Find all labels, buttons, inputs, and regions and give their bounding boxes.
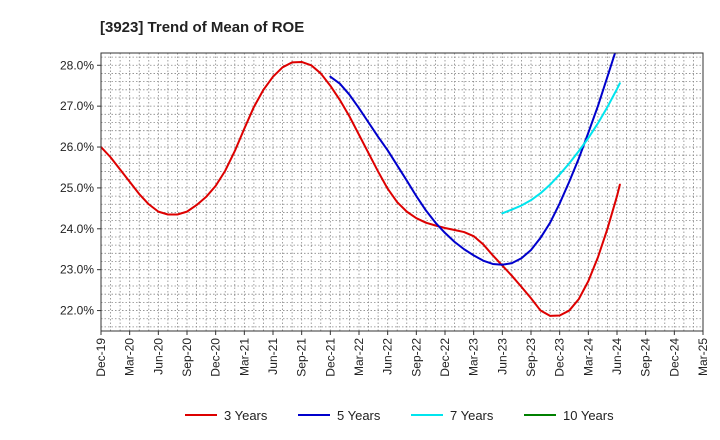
- x-tick-label: Sep-20: [180, 338, 194, 377]
- legend: 3 Years 5 Years 7 Years 10 Years: [185, 408, 614, 423]
- legend-label: 5 Years: [337, 408, 381, 423]
- chart-title: [3923] Trend of Mean of ROE: [100, 19, 304, 36]
- x-tick-label: Sep-23: [524, 338, 538, 377]
- axis-layer: 22.0% 23.0% 24.0% 25.0% 26.0% 27.0% 28.0% Dec-1…: [60, 52, 710, 377]
- x-tick-label: Dec-21: [323, 338, 337, 377]
- series-line-3: [501, 82, 621, 215]
- legend-item-1: 3 Years: [185, 408, 268, 423]
- x-tick-label: Mar-22: [352, 338, 366, 376]
- plot-layer: [101, 53, 621, 317]
- x-tick-label: Jun-21: [266, 338, 280, 375]
- x-tick-label: Mar-21: [237, 338, 251, 376]
- y-tick-label: 22.0%: [60, 304, 94, 318]
- x-tick-label: Jun-23: [495, 338, 509, 375]
- x-tick-label: Dec-24: [667, 338, 681, 377]
- x-tick-label: Jun-22: [381, 338, 395, 375]
- y-tick-label: 26.0%: [60, 140, 94, 154]
- x-tick-label: Sep-21: [295, 338, 309, 377]
- x-tick-label: Dec-22: [438, 338, 452, 377]
- legend-item-2: 5 Years: [298, 408, 381, 423]
- legend-item-3: 7 Years: [411, 408, 494, 423]
- series-line-2: [329, 53, 617, 266]
- x-tick-label: Mar-24: [581, 338, 595, 376]
- x-tick-label: Jun-20: [151, 338, 165, 375]
- y-tick-label: 25.0%: [60, 181, 94, 195]
- x-tick-label: Mar-23: [467, 338, 481, 376]
- x-tick-label: Mar-20: [123, 338, 137, 376]
- y-tick-label: 28.0%: [60, 58, 94, 72]
- plot-frame: [100, 52, 704, 332]
- legend-label: 7 Years: [450, 408, 494, 423]
- series-line-1: [101, 60, 621, 317]
- x-tick-label: Dec-20: [209, 338, 223, 377]
- x-tick-label: Jun-24: [610, 338, 624, 375]
- y-tick-label: 23.0%: [60, 263, 94, 277]
- legend-label: 10 Years: [563, 408, 614, 423]
- x-tick-label: Mar-25: [696, 338, 710, 376]
- y-tick-label: 24.0%: [60, 222, 94, 236]
- x-tick-label: Sep-22: [409, 338, 423, 377]
- x-tick-label: Dec-23: [553, 338, 567, 377]
- y-tick-label: 27.0%: [60, 99, 94, 113]
- x-tick-label: Dec-19: [94, 338, 108, 377]
- legend-label: 3 Years: [224, 408, 268, 423]
- grid-layer: [101, 53, 703, 331]
- legend-item-4: 10 Years: [524, 408, 614, 423]
- x-tick-label: Sep-24: [639, 338, 653, 377]
